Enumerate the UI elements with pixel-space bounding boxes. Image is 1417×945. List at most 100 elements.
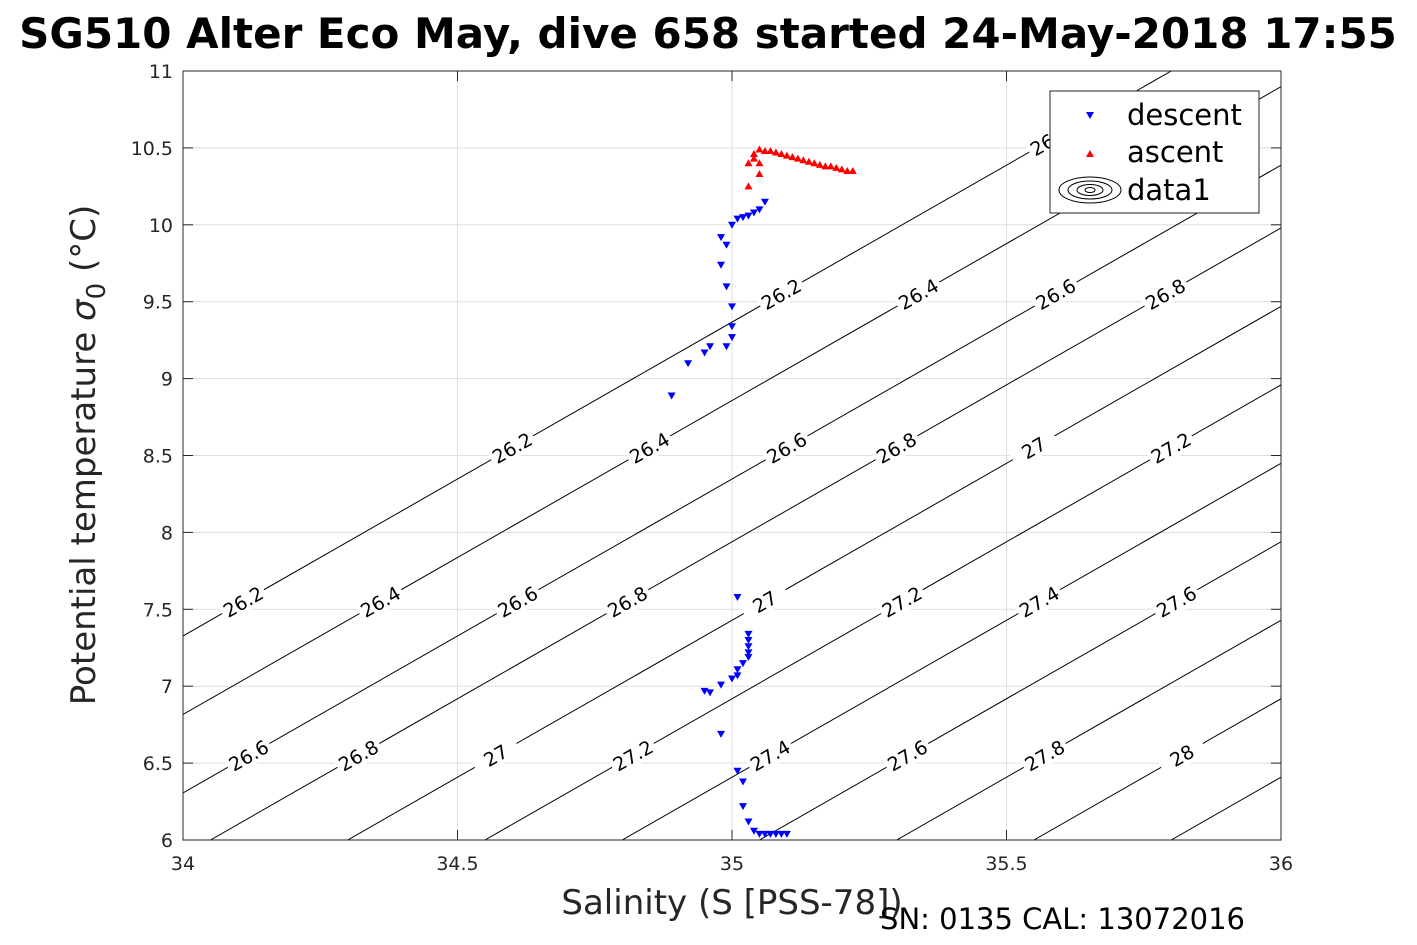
isopycnal-label-bg	[881, 733, 934, 777]
descent-point	[717, 681, 726, 689]
ascent-point	[832, 163, 841, 171]
legend-ascent-label: ascent	[1127, 135, 1223, 169]
isopycnal-label-bg	[1150, 580, 1203, 624]
ascent-point	[848, 166, 857, 174]
descent-point	[749, 827, 758, 835]
isopycnal-label-bg	[1029, 272, 1082, 316]
y-tick-label: 10	[149, 215, 173, 237]
descent-point	[738, 660, 747, 668]
descent-point	[706, 343, 715, 351]
legend: descent ascent data1	[1049, 90, 1260, 214]
y-tick-label: 7	[161, 676, 173, 698]
axis-ticks: 34 34.5 35 35.5 36 6 6.5 7 7.5 8 8.5 9 9.5 10 10.5 11	[131, 61, 1293, 875]
ascent-point	[810, 159, 819, 167]
descent-point	[733, 593, 742, 601]
legend-descent-marker	[1086, 112, 1094, 119]
descent-point	[749, 209, 758, 217]
descent-point	[766, 830, 775, 838]
legend-descent-label: descent	[1127, 98, 1242, 132]
descent-point	[717, 234, 726, 242]
isopycnal-label-bg	[1155, 733, 1209, 777]
ascent-point	[766, 146, 775, 154]
isopycnal-label-bg	[1018, 733, 1071, 777]
chart-title: SG510 Alter Eco May, dive 658 started 24…	[19, 9, 1397, 58]
descent-point	[744, 643, 753, 651]
descent-point	[744, 818, 753, 826]
ascent-point	[760, 146, 769, 154]
y-axis-label-subscript: 0	[82, 283, 112, 300]
descent-point	[777, 830, 786, 838]
descent-point	[782, 830, 791, 838]
descent-point	[771, 830, 780, 838]
y-axis-label-unit: (°C)	[64, 205, 104, 283]
descent-point	[733, 666, 742, 674]
descent-point	[738, 214, 747, 222]
isopycnal-label-bg	[1144, 426, 1198, 470]
descent-point	[706, 689, 715, 697]
descent-point	[728, 303, 736, 311]
isopycnal-label-bg	[892, 272, 945, 316]
x-tick-label: 34.5	[436, 853, 478, 875]
descent-point	[728, 675, 736, 683]
isopycnal-label-bg	[601, 580, 654, 624]
x-tick-label: 36	[1269, 853, 1293, 875]
x-tick-label: 35	[720, 853, 744, 875]
descent-point	[755, 830, 764, 838]
y-tick-label: 6	[161, 830, 173, 852]
ascent-point	[749, 154, 758, 162]
isopycnal-line	[896, 619, 1281, 840]
ascent-point	[755, 145, 764, 153]
descent-point	[667, 392, 676, 400]
x-tick-label: 34	[171, 853, 195, 875]
isopycnal-line	[621, 462, 1281, 840]
ascent-point	[826, 162, 835, 170]
y-tick-label: 10.5	[131, 138, 173, 160]
ascent-point	[782, 151, 791, 159]
descent-point	[722, 343, 731, 351]
isopycnal-label-bg	[623, 426, 676, 470]
ascent-point	[815, 160, 824, 168]
x-axis-label: Salinity (S [PSS-78])	[561, 883, 902, 923]
ascent-point	[744, 182, 753, 190]
descent-point	[728, 221, 736, 229]
ascent-point	[744, 159, 753, 167]
descent-point	[755, 206, 764, 214]
isopycnal-label-bg	[222, 733, 275, 777]
x-tick-label: 35.5	[985, 853, 1027, 875]
descent-point	[744, 637, 753, 645]
descent-point	[722, 241, 731, 249]
isopycnal-label-bg	[870, 426, 923, 470]
isopycnal-label-bg	[354, 580, 407, 624]
descent-point	[744, 653, 753, 661]
descent-point	[700, 349, 709, 357]
descent-point	[722, 283, 731, 291]
data-points	[667, 145, 857, 838]
descent-point	[760, 198, 769, 206]
y-axis-label-text: Potential temperature	[64, 321, 104, 705]
y-tick-label: 7.5	[143, 599, 173, 621]
descent-point	[738, 778, 747, 786]
y-tick-label: 8.5	[143, 446, 173, 468]
ascent-point	[843, 166, 852, 174]
isopycnal-label-bg	[743, 733, 797, 777]
descent-point	[733, 215, 742, 223]
ascent-point	[788, 153, 797, 161]
descent-point	[700, 687, 709, 695]
ascent-point	[777, 150, 786, 158]
y-axis-label-sigma: σ	[64, 298, 104, 321]
ascent-point	[821, 162, 830, 170]
legend-contour-icon	[1058, 176, 1122, 204]
ascent-point	[799, 156, 808, 164]
y-tick-label: 11	[149, 61, 173, 83]
isopycnal-label-bg	[1007, 426, 1060, 470]
descent-point	[744, 649, 753, 657]
isopycnal-label-bg	[332, 733, 385, 777]
ascent-point	[793, 154, 802, 162]
descent-point	[744, 630, 753, 638]
y-tick-label: 9.5	[143, 292, 173, 314]
isopycnal-label-bg	[760, 426, 813, 470]
y-axis-label: Potential temperature σ0 (°C)	[64, 205, 112, 705]
ascent-point	[804, 157, 813, 165]
descent-point	[684, 360, 693, 368]
